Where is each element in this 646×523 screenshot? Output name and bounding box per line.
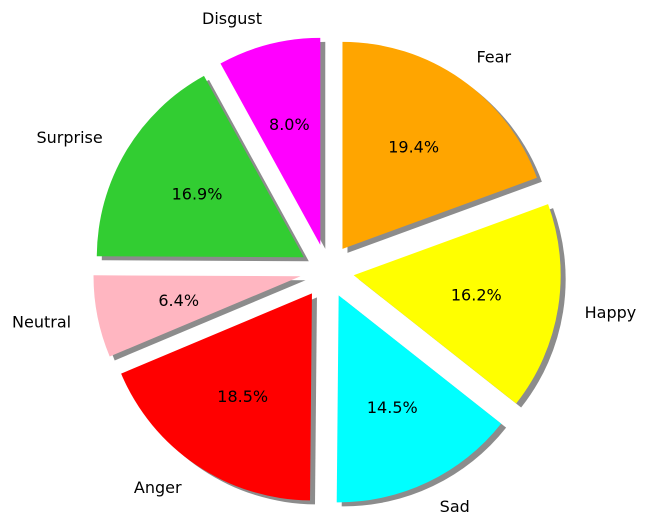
category-label-happy: Happy <box>585 303 637 322</box>
slice-fear <box>342 41 537 249</box>
category-label-surprise: Surprise <box>36 128 102 147</box>
category-label-anger: Anger <box>134 478 182 497</box>
slice-neutral <box>93 275 301 357</box>
percent-label-surprise: 16.9% <box>172 184 223 203</box>
slice-anger <box>121 293 312 501</box>
pie-slices <box>93 37 561 503</box>
category-label-sad: Sad <box>440 497 470 516</box>
percent-label-neutral: 6.4% <box>158 291 199 310</box>
slice-disgust <box>220 37 321 245</box>
slice-sad <box>336 295 502 503</box>
percent-label-happy: 16.2% <box>451 285 502 304</box>
category-label-disgust: Disgust <box>202 9 262 28</box>
slice-surprise <box>96 75 304 258</box>
percent-label-disgust: 8.0% <box>269 115 310 134</box>
category-labels: Fear Happy Sad Anger Neutral Surprise Disgust <box>12 9 636 516</box>
percent-label-sad: 14.5% <box>367 398 418 417</box>
category-label-neutral: Neutral <box>12 312 71 331</box>
percent-label-fear: 19.4% <box>388 138 439 157</box>
percent-label-anger: 18.5% <box>217 387 268 406</box>
slice-happy <box>353 204 561 404</box>
category-label-fear: Fear <box>476 48 511 67</box>
percent-labels: 19.4% 16.2% 14.5% 18.5% 6.4% 16.9% 8.0% <box>158 115 501 417</box>
